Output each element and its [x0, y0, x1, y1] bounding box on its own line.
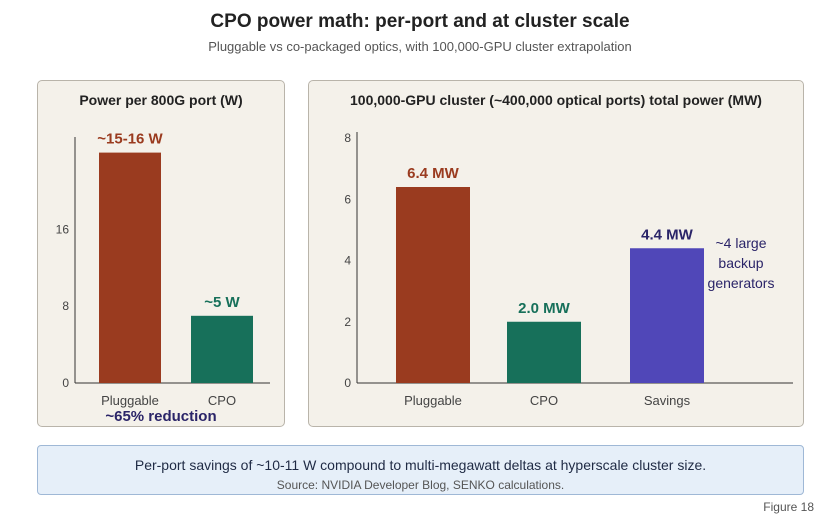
bar-pluggable: [99, 152, 161, 383]
source-note: Source: NVIDIA Developer Blog, SENKO cal…: [276, 478, 565, 492]
x-tick-label: Savings: [644, 393, 691, 408]
per-port-panel-title: Power per 800G port (W): [79, 92, 243, 108]
figure-label: Figure 18: [763, 500, 814, 514]
generators-annotation-line: generators: [708, 275, 775, 291]
bar-value-label: ~15-16 W: [97, 131, 163, 148]
y-tick-label: 4: [344, 254, 351, 268]
x-tick-label: Pluggable: [404, 393, 462, 408]
y-tick-label: 8: [62, 299, 69, 313]
bar-cpo: [191, 315, 253, 383]
y-tick-label: 0: [344, 376, 351, 390]
x-tick-label: CPO: [208, 393, 236, 408]
x-tick-label: CPO: [530, 393, 558, 408]
callout-text: Per-port savings of ~10-11 W compound to…: [134, 457, 707, 473]
y-tick-label: 0: [62, 376, 69, 390]
bar-value-label: 6.4 MW: [407, 165, 460, 182]
generators-annotation-line: ~4 large: [716, 235, 767, 251]
y-tick-label: 8: [344, 131, 351, 145]
bar-cpo: [507, 321, 581, 383]
y-tick-label: 2: [344, 315, 351, 329]
x-tick-label: Pluggable: [101, 393, 159, 408]
bar-value-label: 4.4 MW: [641, 226, 694, 243]
bar-pluggable: [396, 187, 470, 383]
cluster-panel-title: 100,000-GPU cluster (~400,000 optical po…: [350, 92, 762, 108]
bar-value-label: 2.0 MW: [518, 300, 571, 317]
per-port-panel: Power per 800G port (W) 0 8 16 ~15-16 W Plug…: [37, 80, 285, 427]
y-tick-label: 6: [344, 192, 351, 206]
bar-value-label: ~5 W: [204, 294, 240, 311]
bar-savings: [630, 248, 704, 383]
chart-subtitle: Pluggable vs co-packaged optics, with 10…: [208, 39, 632, 54]
reduction-annotation: ~65% reduction: [105, 408, 216, 425]
chart-title: CPO power math: per-port and at cluster …: [210, 11, 630, 32]
summary-callout: Per-port savings of ~10-11 W compound to…: [37, 445, 804, 495]
per-port-chart: 0 8 16 ~15-16 W Pluggable ~5 W CPO~65% reducti…: [56, 131, 270, 425]
y-tick-label: 16: [56, 222, 70, 236]
generators-annotation-line: backup: [718, 255, 763, 271]
cluster-chart: 0 2 4 6 8 6.4 MW Pluggable 2.0 MW CPO 4.4 MW Savin…: [344, 131, 793, 408]
cluster-panel: 100,000-GPU cluster (~400,000 optical po…: [308, 80, 804, 427]
